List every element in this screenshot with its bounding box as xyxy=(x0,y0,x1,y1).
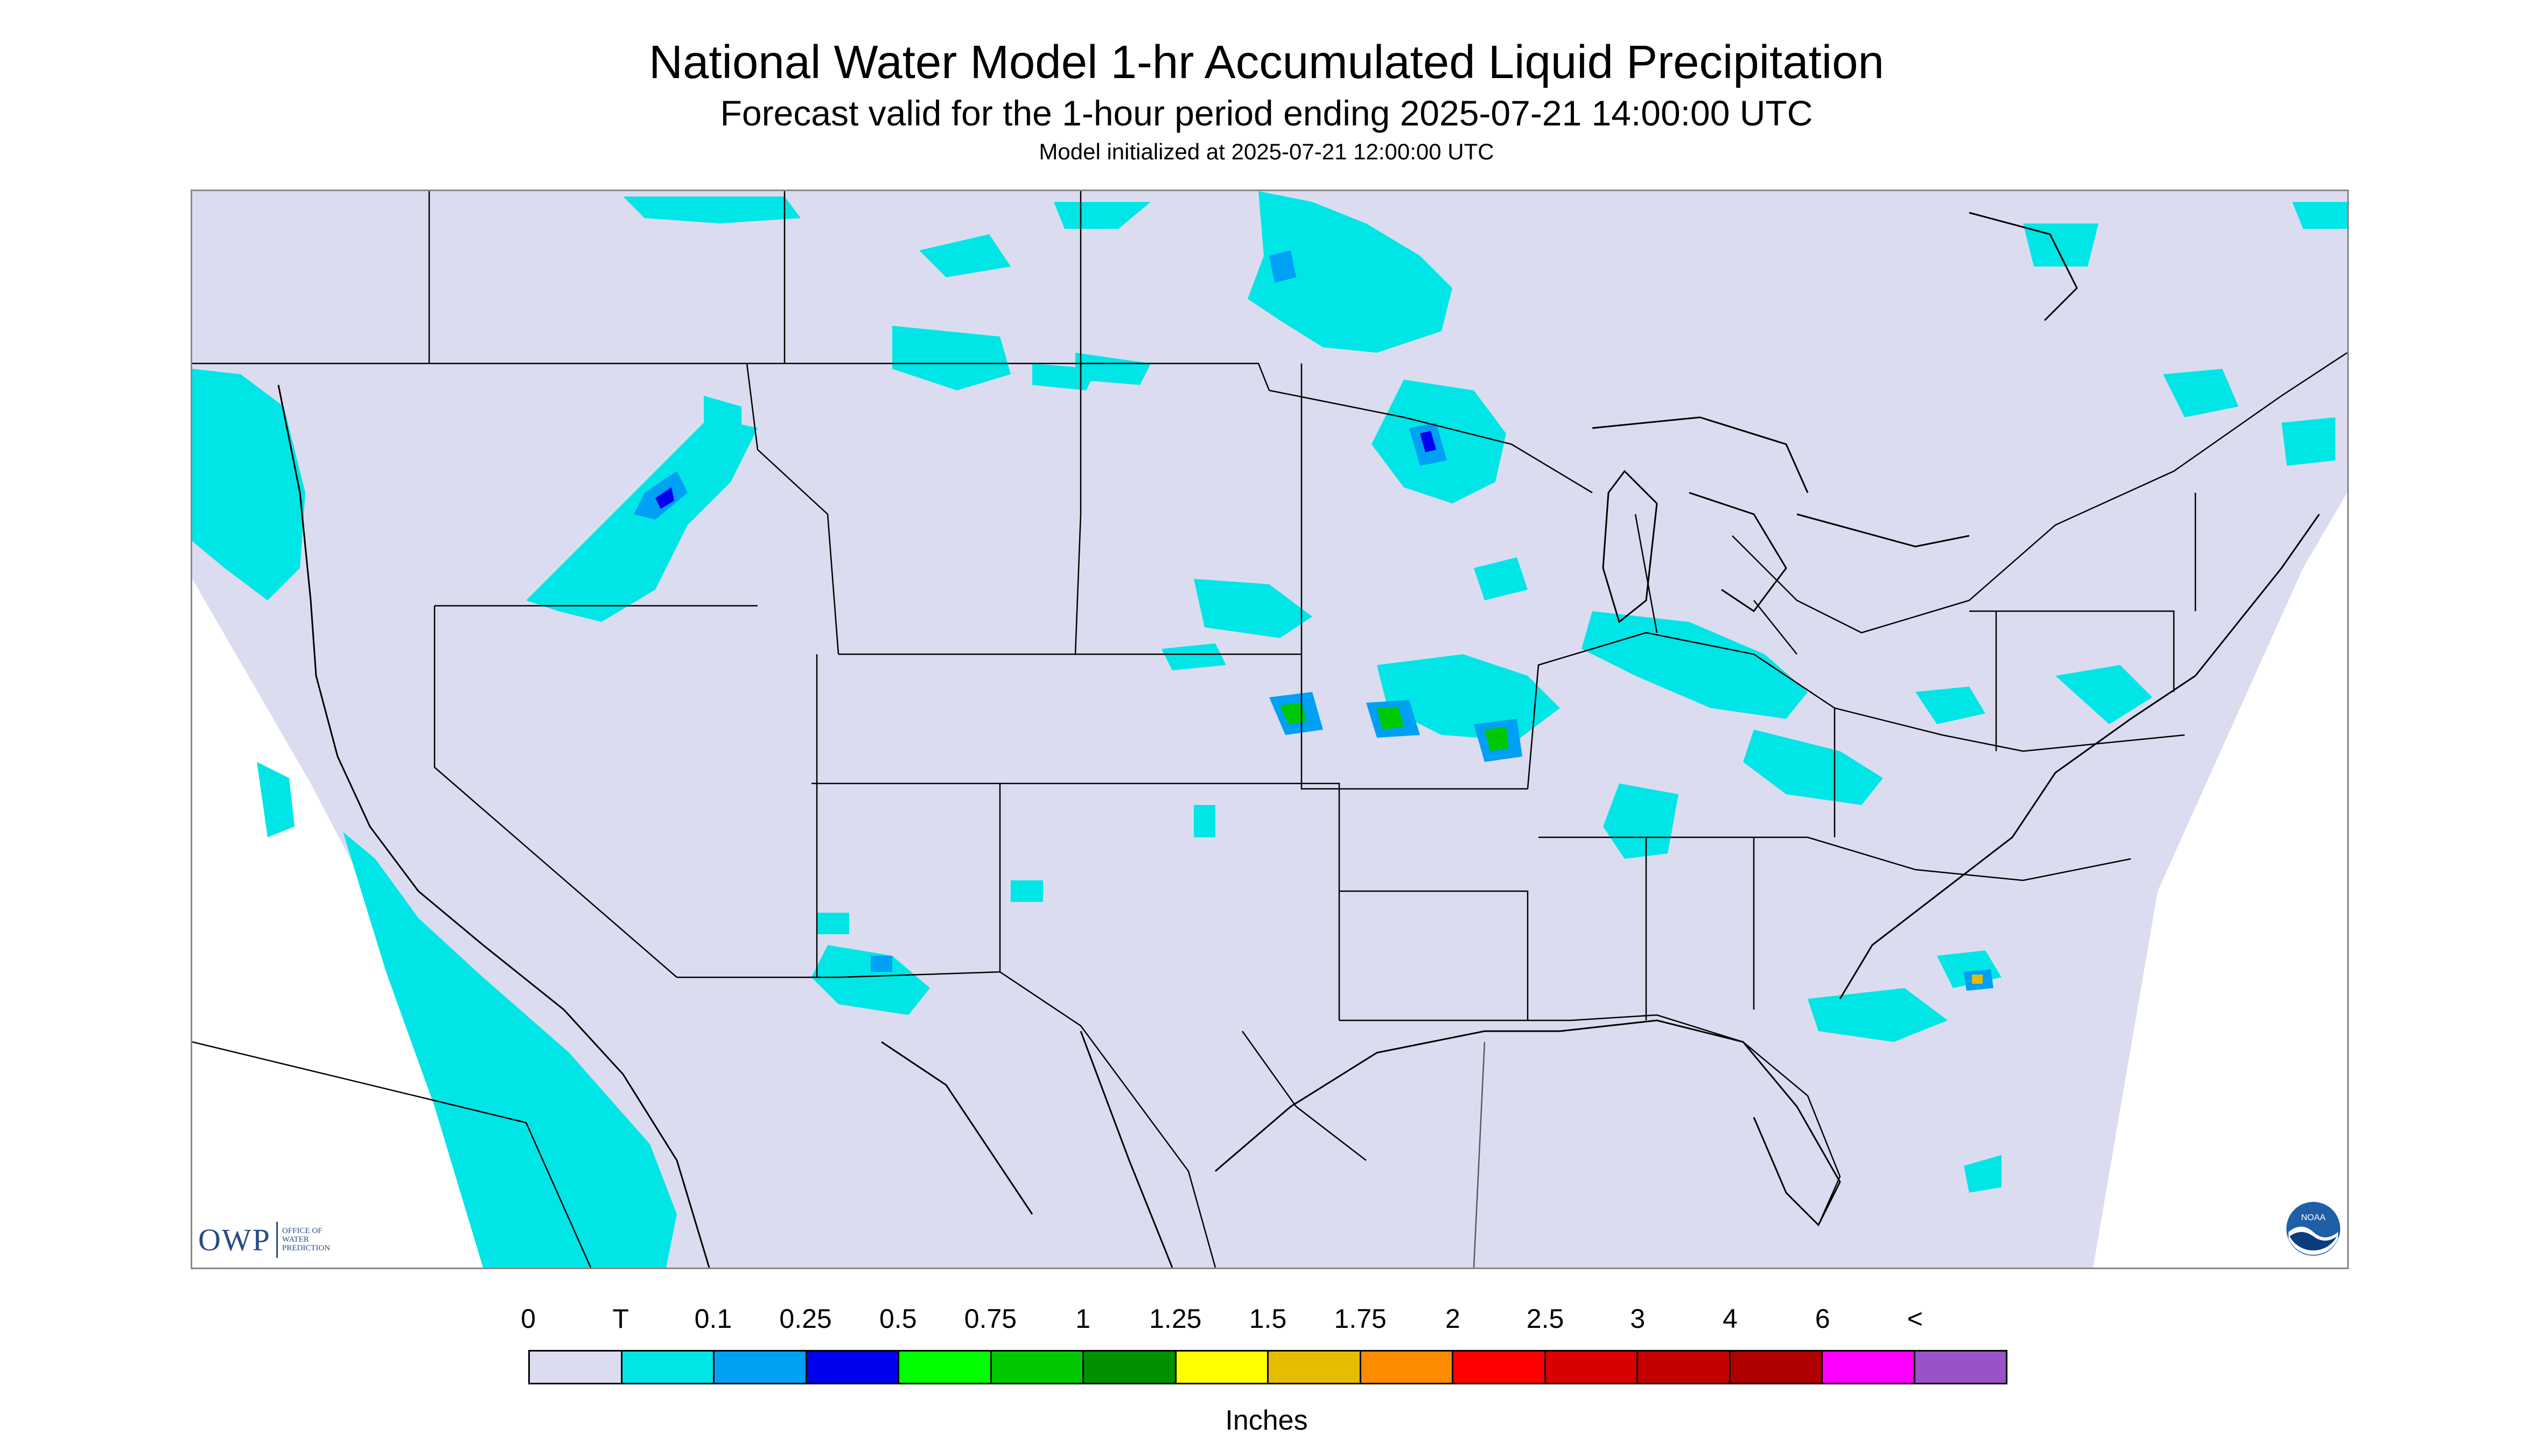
legend-swatch xyxy=(1361,1352,1453,1383)
legend-tick-label: T xyxy=(612,1304,629,1334)
legend-swatch xyxy=(899,1352,992,1383)
owp-logo-text-line: Prediction xyxy=(282,1244,331,1252)
legend-swatch xyxy=(715,1352,807,1383)
legend-tick-label: 6 xyxy=(1815,1304,1830,1334)
legend-swatch xyxy=(807,1352,899,1383)
legend-swatch xyxy=(1638,1352,1731,1383)
model-init-note: Model initialized at 2025-07-21 12:00:00… xyxy=(1039,139,1494,164)
legend-swatch xyxy=(1915,1352,2006,1383)
noaa-logo-text: NOAA xyxy=(2301,1213,2326,1222)
legend-swatch xyxy=(1545,1352,1638,1383)
legend-tick-label: 0 xyxy=(521,1304,536,1334)
legend-tick-label: 4 xyxy=(1723,1304,1738,1334)
owp-logo-mark: OWP xyxy=(198,1221,278,1258)
legend-labels: 0 T 0.1 0.25 0.5 0.75 1 1.25 1.5 1.75 2 2.5 3 4 6 < xyxy=(0,1303,2533,1341)
legend-tick-label: 0.5 xyxy=(879,1304,917,1334)
legend-tick-label: 1.5 xyxy=(1249,1304,1287,1334)
legend-tick-label: < xyxy=(1907,1304,1923,1334)
legend-tick-label: 0.75 xyxy=(964,1304,1017,1334)
coastlines xyxy=(277,212,2320,1268)
forecast-valid-subtitle: Forecast valid for the 1-hour period end… xyxy=(720,93,1813,133)
owp-logo-text: Office of Water Prediction xyxy=(278,1227,330,1252)
legend-unit: Inches xyxy=(1225,1405,1308,1436)
legend-swatch xyxy=(530,1352,622,1383)
legend-tick-label: 1.25 xyxy=(1149,1304,1202,1334)
legend-swatch xyxy=(1084,1352,1177,1383)
trace-precip-areas xyxy=(192,191,2347,1268)
owp-logo-text-line: Water xyxy=(282,1235,309,1244)
legend-tick-label: 2 xyxy=(1445,1304,1460,1334)
legend-tick-label: 1 xyxy=(1075,1304,1091,1334)
legend-colorbar xyxy=(528,1350,2007,1384)
legend-tick-label: 2.5 xyxy=(1526,1304,1564,1334)
legend-swatch xyxy=(991,1352,1084,1383)
legend-tick-label: 0.25 xyxy=(779,1304,832,1334)
legend-swatch xyxy=(1453,1352,1546,1383)
owp-logo-text-line: Office of xyxy=(282,1227,323,1235)
legend-swatch xyxy=(1176,1352,1269,1383)
moderate-precip-cores xyxy=(634,250,1993,991)
legend-swatch xyxy=(1823,1352,1915,1383)
owp-logo: OWP Office of Water Prediction xyxy=(198,1221,330,1258)
legend-swatch xyxy=(1730,1352,1823,1383)
precipitation-map xyxy=(191,190,2349,1269)
legend-tick-label: 3 xyxy=(1630,1304,1646,1334)
legend-tick-label: 1.75 xyxy=(1334,1304,1387,1334)
legend-swatch xyxy=(622,1352,715,1383)
noaa-logo-icon: NOAA xyxy=(2286,1202,2340,1256)
map-canvas xyxy=(192,191,2347,1268)
legend-swatch xyxy=(1269,1352,1361,1383)
map-title: National Water Model 1-hr Accumulated Li… xyxy=(649,36,1884,88)
legend-tick-label: 0.1 xyxy=(694,1304,732,1334)
